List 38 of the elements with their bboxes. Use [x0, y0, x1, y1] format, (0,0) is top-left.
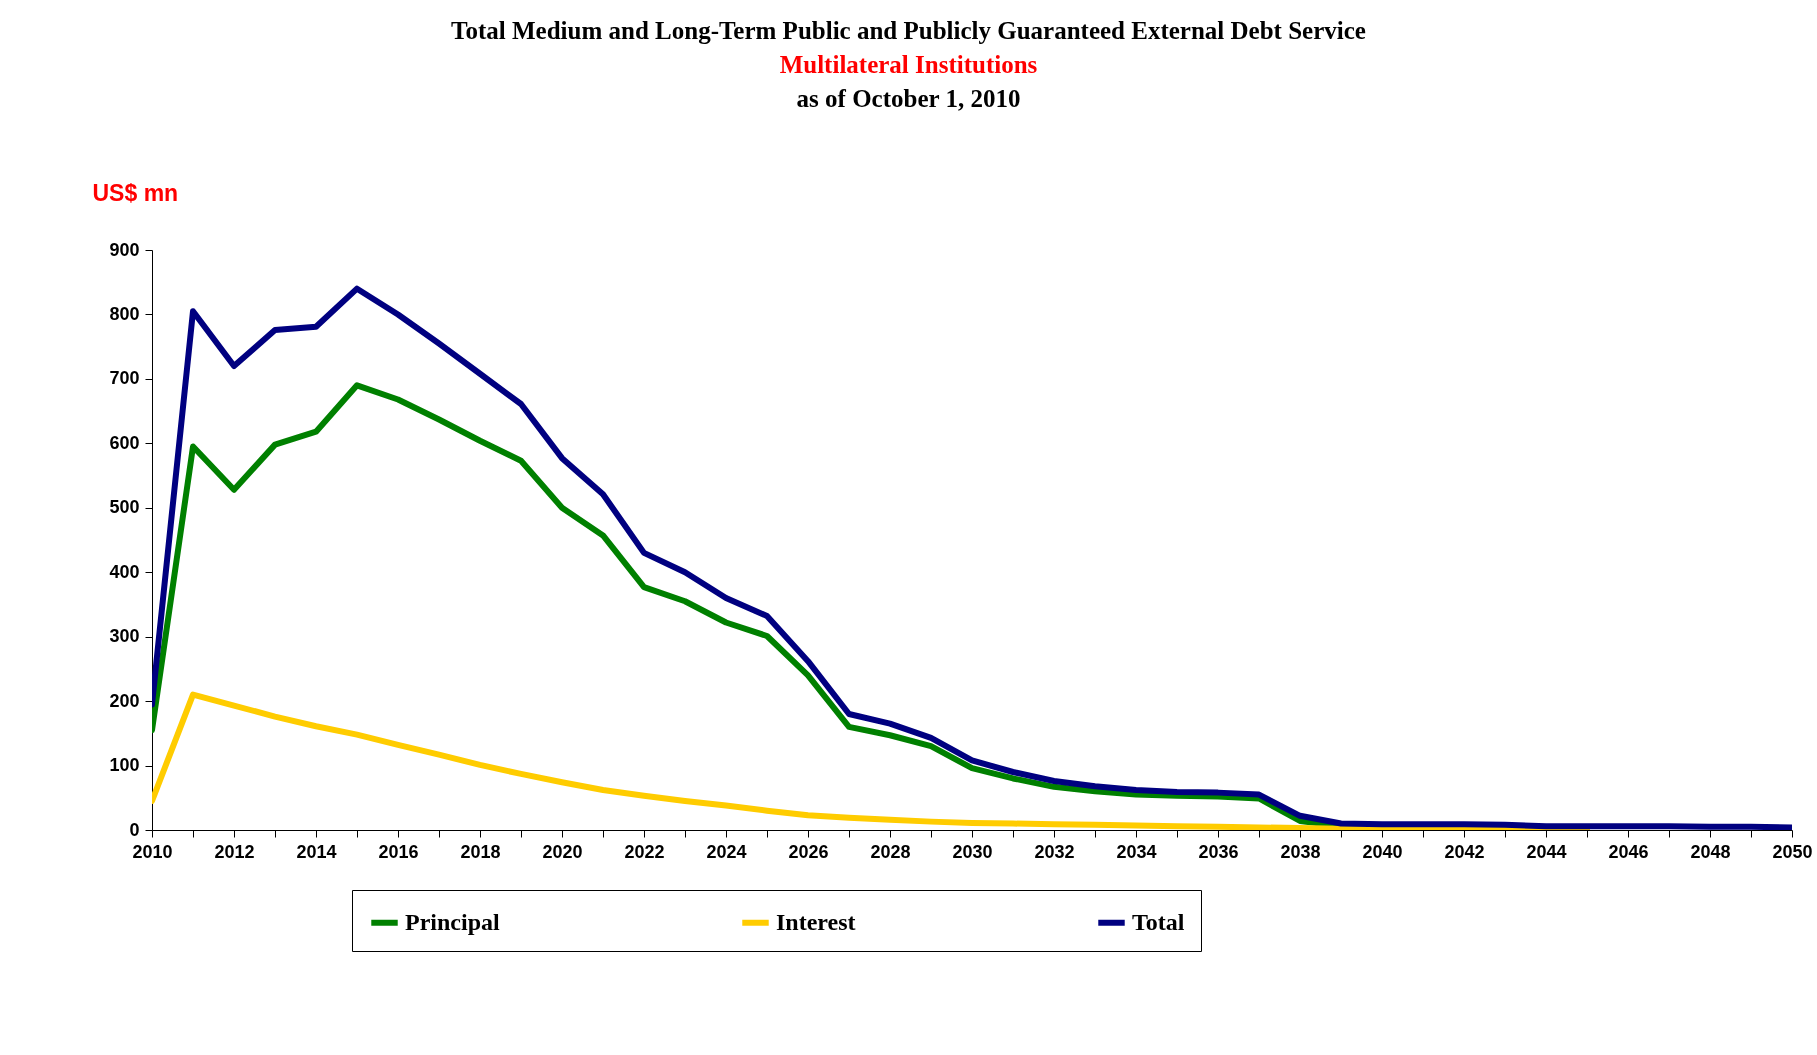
x-tick-label: 2036	[1198, 841, 1239, 862]
x-tick-label: 2046	[1608, 841, 1649, 862]
y-tick-label: 700	[109, 368, 140, 389]
x-tick-label: 2016	[378, 841, 419, 862]
y-tick-label: 500	[109, 497, 140, 518]
y-axis-title: US$ mn	[92, 179, 179, 206]
x-tick-label: 2042	[1444, 841, 1485, 862]
x-tick-label: 2014	[296, 841, 337, 862]
x-tick-label: 2030	[952, 841, 993, 862]
y-tick-label: 800	[109, 303, 140, 324]
x-tick-label: 2038	[1280, 841, 1321, 862]
x-tick-label: 2034	[1116, 841, 1157, 862]
y-tick-label: 400	[109, 561, 140, 582]
y-tick-label: 300	[109, 626, 140, 647]
legend-label: Principal	[405, 908, 500, 935]
y-tick-label: 0	[129, 819, 140, 840]
y-tick-label: 600	[109, 432, 140, 453]
y-tick-label: 100	[109, 755, 140, 776]
x-tick-label: 2028	[870, 841, 911, 862]
x-tick-label: 2010	[132, 841, 173, 862]
x-tick-label: 2050	[1772, 841, 1813, 862]
y-tick-label: 900	[109, 239, 140, 260]
chart-title: Total Medium and Long-Term Public and Publicly Guaranteed External Debt Service	[450, 16, 1367, 46]
x-tick-label: 2018	[460, 841, 501, 862]
x-tick-label: 2020	[542, 841, 583, 862]
chart-subtitle: Multilateral Institutions	[778, 50, 1039, 80]
y-tick-label: 200	[109, 690, 140, 711]
x-tick-label: 2026	[788, 841, 829, 862]
x-tick-label: 2048	[1690, 841, 1731, 862]
x-tick-label: 2044	[1526, 841, 1567, 862]
legend-label: Total	[1132, 908, 1185, 935]
x-tick-label: 2024	[706, 841, 747, 862]
x-tick-label: 2040	[1362, 841, 1403, 862]
text: as of October 1, 2010	[795, 84, 1022, 114]
legend-label: Interest	[776, 908, 856, 935]
x-tick-label: 2012	[214, 841, 255, 862]
x-tick-label: 2032	[1034, 841, 1075, 862]
x-tick-label: 2022	[624, 841, 665, 862]
